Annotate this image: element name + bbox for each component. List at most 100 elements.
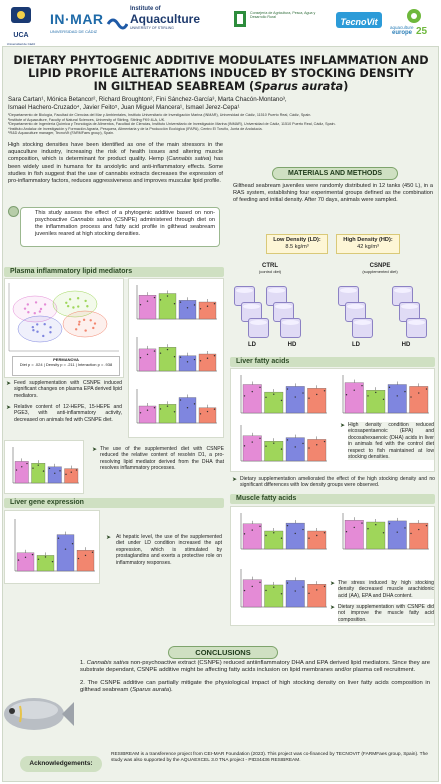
ioa-logo-top: Institute of xyxy=(130,6,161,12)
muscle-epa-point-3-2 xyxy=(425,524,428,527)
inmar-logo: IN·MAR UNIVERSIDAD DE CÁDIZ xyxy=(50,11,104,34)
liver-dha-bar-3 xyxy=(409,386,429,414)
uca-logo: UCA Universidad de Cádiz xyxy=(6,6,36,46)
resolvin-bar-0 xyxy=(14,461,29,484)
title-line-3-end: ) xyxy=(343,80,349,93)
high-density-box: High Density (HD): 42 kg/m³ xyxy=(336,234,400,254)
bullet-arrow-icon: ➤ xyxy=(106,535,112,541)
plasma-15hepe-point-3-1 xyxy=(206,357,209,359)
pca-point-0-3 xyxy=(27,311,30,314)
ctrl-label: CTRL (control diet) xyxy=(240,263,300,274)
liver-epa-point-3-1 xyxy=(316,393,318,396)
pca-point-2-4 xyxy=(43,323,46,326)
plasma-12hepe-point-1-1 xyxy=(166,295,169,297)
inmar-logo-text: IN·MAR xyxy=(50,11,104,27)
authors-line-2: Ismael Hachero-Cruzado⁴, Javier Feito⁵, … xyxy=(8,104,240,111)
liver-dha-point-3-2 xyxy=(425,388,428,390)
conclusion-2: 2. The CSNPE additive can partially miti… xyxy=(80,679,430,694)
muscle-epa-point-0-1 xyxy=(353,526,355,529)
pca-point-2-0 xyxy=(36,330,39,333)
plasma-12hepe-point-3-0 xyxy=(199,308,202,310)
plasma-12hepe-point-2-1 xyxy=(186,307,189,309)
plasma-15hepe-point-3-2 xyxy=(213,355,216,357)
liver-ara-point-0-1 xyxy=(251,441,253,443)
plasma-15hepe-point-0-0 xyxy=(139,357,142,359)
liver-gene-point-2-2 xyxy=(71,543,74,545)
liver-dha-point-3-0 xyxy=(410,396,412,398)
affiliation-5: ⁵R&D Aquaculture manager, TecnoVit (FARM… xyxy=(8,131,115,136)
muscle-dha-bar-0 xyxy=(242,579,262,608)
group-label-hd-ctrl: HD xyxy=(287,342,297,348)
conclusion-1: 1. Cannabis sativa non-psychoactive extr… xyxy=(80,660,431,674)
plasma-12hepe-point-1-0 xyxy=(159,299,162,301)
resolvin-point-2-1 xyxy=(54,472,56,474)
plasma-12hepe-point-3-1 xyxy=(206,305,209,307)
logo-strip: UCA Universidad de Cádiz IN·MAR UNIVERSI… xyxy=(0,0,441,46)
liver-gene-point-0-0 xyxy=(17,559,20,561)
pca-point-3-5 xyxy=(92,326,95,330)
pca-point-1-3 xyxy=(65,301,68,304)
liver-fa-bullet-1: High density condition reduced eicosapen… xyxy=(348,422,434,461)
ae-logo-top: aquaculture xyxy=(390,25,414,30)
title-line-3-text: IN GILTHEAD SEABREAM ( xyxy=(93,80,255,93)
liver-dha-point-2-2 xyxy=(404,390,406,393)
plasma-12hepe-bar-1 xyxy=(158,293,177,320)
pca-point-3-2 xyxy=(82,318,86,322)
plasma-pge3-bar-0 xyxy=(138,405,157,424)
muscle-dha-point-0-2 xyxy=(259,581,261,584)
pca-point-3-1 xyxy=(78,320,81,323)
muscle-aa-bar-0 xyxy=(242,523,262,550)
plasma-pge3-point-2-1 xyxy=(186,407,189,409)
high-density-label: High Density (HD): xyxy=(343,237,393,243)
pca-ellipse-0 xyxy=(12,295,58,323)
muscle-epa-point-1-2 xyxy=(382,532,385,534)
muscle-fa-bullet-1: The stress induced by high stocking dens… xyxy=(338,580,434,600)
intro-text-1: High stocking densities have been identi… xyxy=(8,142,223,163)
permanova-title: PERMANOVA xyxy=(53,357,79,362)
intro-text-2: ) has been widely used in humans for its… xyxy=(8,156,224,185)
bullet-arrow-icon: ➤ xyxy=(92,447,98,453)
ctrl-diet-name: CTRL xyxy=(262,263,278,269)
plasma-pge3-point-1-1 xyxy=(166,405,169,407)
plasma-12hepe-point-1-2 xyxy=(173,303,176,305)
muscle-dha-point-3-0 xyxy=(308,592,310,595)
plasma-pge3-point-1-2 xyxy=(173,411,176,413)
muscle-dha-point-2-0 xyxy=(286,582,289,584)
poster-title: DIETARY PHYTOGENIC ADDITIVE MODULATES IN… xyxy=(6,54,436,93)
tecnovit-logo: TecnoVit xyxy=(336,12,382,28)
junta-emblem-icon xyxy=(234,11,246,27)
plasma-bullet-2: Relative content of 12-HEPE, 15-HEPE and… xyxy=(14,404,122,423)
muscle-fa-bar-charts xyxy=(240,513,429,608)
plasma-pge3-point-2-2 xyxy=(193,403,196,405)
uca-logo-subtext: Universidad de Cádiz xyxy=(6,42,36,46)
muscle-aa-point-2-0 xyxy=(286,524,289,527)
pca-point-0-0 xyxy=(39,307,43,311)
plasma-12hepe-bar-3 xyxy=(198,301,217,320)
tank-ld-ctrl-3 xyxy=(248,318,269,338)
resolvin-panel xyxy=(4,440,84,494)
muscle-fa-heading: Muscle fatty acids xyxy=(230,494,435,504)
inmar-logo-subtext: UNIVERSIDAD DE CÁDIZ xyxy=(50,29,98,34)
liver-dha-point-1-1 xyxy=(375,391,377,394)
materials-text: Gilthead seabream juveniles were randoml… xyxy=(233,183,433,204)
group-label-ld-ctrl: LD xyxy=(248,342,256,348)
liver-dha-bar-0 xyxy=(344,382,364,414)
muscle-epa-point-1-1 xyxy=(375,524,377,526)
liver-ara-bar-1 xyxy=(264,441,284,462)
muscle-aa-point-3-0 xyxy=(308,537,310,539)
plasma-pge3-point-0-2 xyxy=(153,407,156,409)
liver-epa-bar-0 xyxy=(242,384,262,414)
resolvin-point-3-2 xyxy=(75,469,78,471)
plasma-heading: Plasma inflammatory lipid mediators xyxy=(4,267,224,277)
ctrl-diet-sub: (control diet) xyxy=(258,269,282,274)
liver-fa-bullet-2: Dietary supplementation ameliorated the … xyxy=(240,476,435,489)
liver-gene-point-3-2 xyxy=(91,551,94,553)
bullet-arrow-icon: ➤ xyxy=(330,581,336,587)
aim-marker xyxy=(8,206,19,217)
muscle-dha-point-1-2 xyxy=(280,593,283,595)
acknowledgements-heading: Acknowledgements: xyxy=(20,756,102,772)
liver-gene-heading: Liver gene expression xyxy=(4,498,224,508)
resolvin-point-3-1 xyxy=(70,471,72,473)
plasma-15hepe-bar-3 xyxy=(198,353,217,372)
affiliation-2: ²Institute of Aquaculture, Faculty of Na… xyxy=(8,117,166,122)
